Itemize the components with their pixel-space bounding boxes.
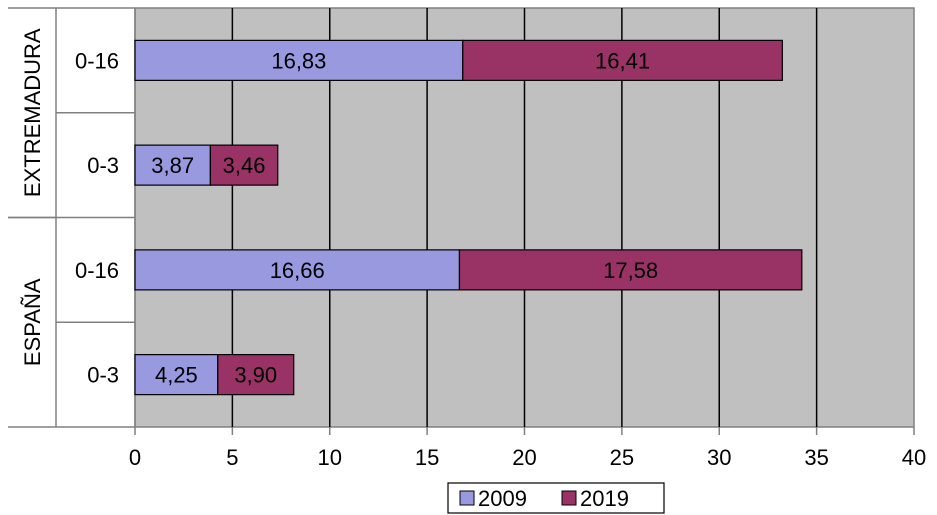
category-label-3: 0-3 [87, 363, 119, 388]
bar-label-0-2019: 16,41 [595, 48, 650, 73]
bar-3-2019 [217, 354, 295, 396]
group-label-0: EXTREMADURA [20, 28, 45, 197]
x-tick-label-0: 0 [129, 445, 141, 470]
bar-3-2009 [134, 354, 219, 396]
bar-label-2-2009: 16,66 [270, 258, 325, 283]
bar-label-1-2019: 3,46 [223, 153, 266, 178]
legend: 2009 2019 [447, 482, 665, 514]
x-tick-label-35: 35 [804, 445, 828, 470]
bar-1-2009 [134, 144, 211, 186]
legend-swatch-2019 [561, 490, 577, 506]
bar-2-2019 [458, 249, 803, 291]
bar-label-2-2019: 17,58 [603, 258, 658, 283]
category-label-1: 0-3 [87, 153, 119, 178]
legend-label-2019: 2019 [580, 486, 629, 511]
legend-box [447, 482, 665, 514]
x-tick-label-30: 30 [707, 445, 731, 470]
bar-label-3-2009: 4,25 [155, 363, 198, 388]
bar-label-1-2009: 3,87 [151, 153, 194, 178]
labels: EXTREMADURA ESPAÑA 0-16 16,83 16,41 0-3 3,87 3,… [20, 28, 658, 388]
bar-1-2019 [209, 144, 279, 186]
bar-label-0-2009: 16,83 [271, 48, 326, 73]
category-label-2: 0-16 [75, 258, 119, 283]
bar-0-2009 [134, 39, 464, 81]
category-label-0: 0-16 [75, 48, 119, 73]
x-tick-label-10: 10 [318, 445, 342, 470]
bars [134, 39, 803, 396]
legend-label-2009: 2009 [478, 486, 527, 511]
x-tick-label-5: 5 [226, 445, 238, 470]
axes: 0 5 10 15 20 25 30 35 40 [8, 7, 926, 470]
x-tick-label-40: 40 [902, 445, 926, 470]
bar-label-3-2019: 3,90 [234, 363, 277, 388]
x-tick-label-15: 15 [415, 445, 439, 470]
x-tick-label-20: 20 [512, 445, 536, 470]
bar-0-2019 [462, 39, 783, 81]
legend-swatch-2009 [459, 490, 475, 506]
bar-2-2009 [134, 249, 461, 291]
x-tick-label-25: 25 [610, 445, 634, 470]
group-label-1: ESPAÑA [20, 278, 45, 366]
